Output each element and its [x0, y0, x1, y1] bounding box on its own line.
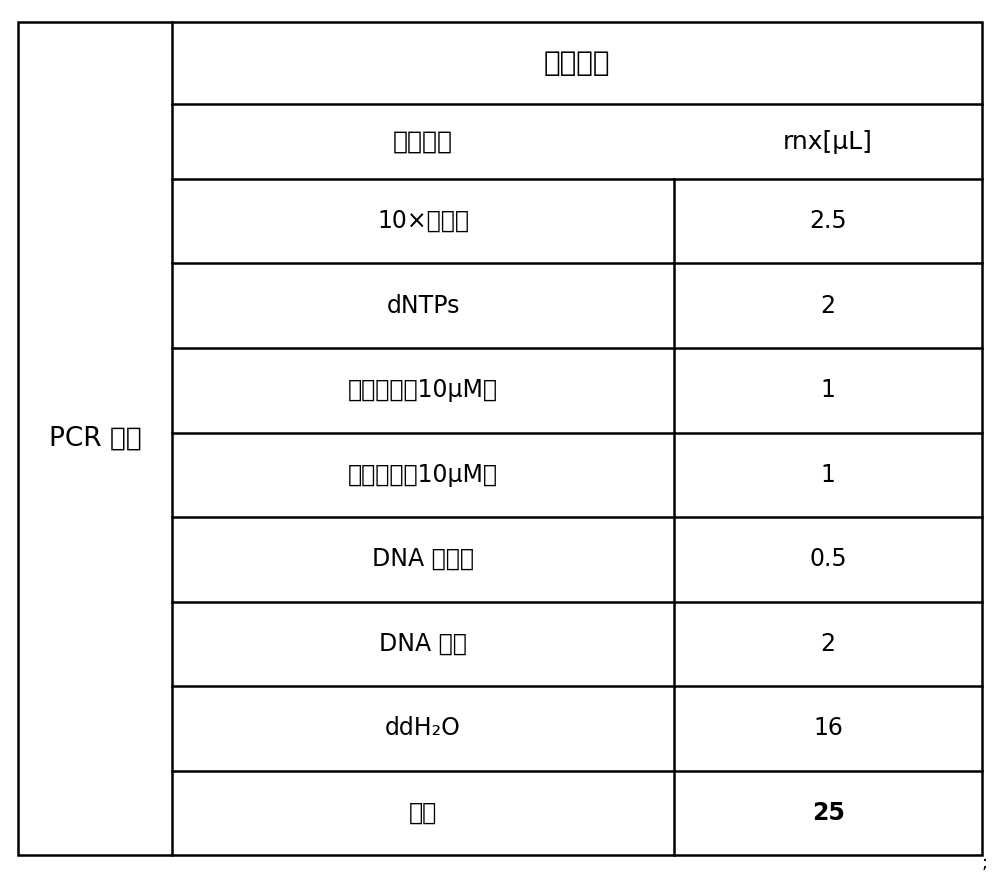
Text: 2: 2: [821, 631, 836, 656]
Text: 总共: 总共: [409, 801, 437, 824]
Text: 25: 25: [812, 801, 845, 824]
Text: ddH₂O: ddH₂O: [385, 717, 461, 740]
Text: 下游引物（10μM）: 下游引物（10μM）: [348, 463, 498, 487]
Text: rnx[μL]: rnx[μL]: [783, 130, 873, 153]
Text: 1: 1: [821, 463, 836, 487]
Text: 16: 16: [813, 717, 843, 740]
Text: 反应体系: 反应体系: [544, 49, 610, 77]
Text: DNA 样本: DNA 样本: [379, 631, 467, 656]
Text: PCR 反应: PCR 反应: [49, 425, 141, 452]
Text: 2: 2: [821, 294, 836, 317]
Text: 2.5: 2.5: [809, 210, 847, 233]
Text: 10×缓冲液: 10×缓冲液: [377, 210, 469, 233]
Text: dNTPs: dNTPs: [386, 294, 460, 317]
Text: 1: 1: [821, 378, 836, 403]
Text: DNA 聚合酶: DNA 聚合酶: [372, 547, 474, 571]
Text: 试剂组分: 试剂组分: [393, 130, 453, 153]
Text: 0.5: 0.5: [809, 547, 847, 571]
Text: ;: ;: [982, 854, 988, 872]
Text: 上游引物（10μM）: 上游引物（10μM）: [348, 378, 498, 403]
